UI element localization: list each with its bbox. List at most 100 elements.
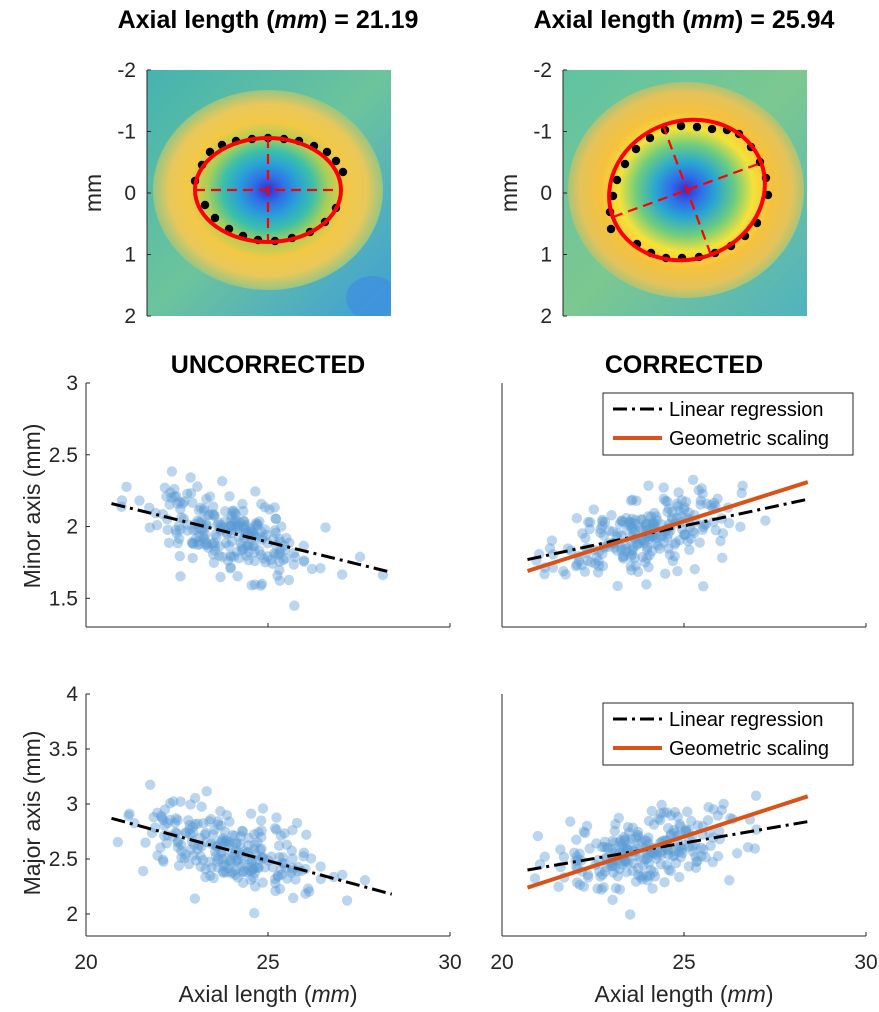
data-point — [643, 561, 654, 573]
data-point — [638, 854, 650, 865]
data-point — [238, 522, 249, 534]
data-point — [642, 875, 653, 886]
data-point — [220, 516, 231, 527]
data-point — [634, 522, 645, 534]
data-point — [677, 847, 688, 859]
data-point — [179, 853, 190, 864]
data-point — [298, 555, 310, 566]
legend-linear-label: Linear regression — [669, 709, 824, 731]
data-point — [221, 853, 232, 864]
data-point — [172, 498, 183, 509]
data-point — [669, 850, 680, 861]
data-point — [710, 525, 721, 536]
data-point — [671, 498, 683, 509]
data-point — [616, 542, 627, 553]
data-point — [661, 807, 673, 818]
data-point — [614, 863, 625, 875]
data-point — [255, 844, 266, 855]
scatter-major-uncorrected: 2 2.5 3 3.5 4 20 25 30 — [49, 683, 462, 974]
data-point — [675, 851, 687, 863]
data-point — [291, 817, 303, 829]
data-point — [217, 833, 229, 844]
data-point — [584, 523, 595, 535]
data-point — [583, 872, 594, 883]
data-point — [234, 517, 246, 528]
data-point — [161, 838, 172, 849]
data-point — [225, 550, 236, 561]
data-point — [182, 525, 193, 536]
data-point — [134, 495, 145, 506]
linear-regression-line — [111, 816, 393, 896]
data-point — [680, 496, 692, 507]
xtick-label: 20 — [490, 951, 513, 974]
data-point — [669, 539, 680, 550]
data-point — [626, 517, 638, 528]
data-point — [663, 864, 674, 875]
data-point — [571, 851, 583, 862]
data-point — [302, 883, 314, 894]
data-point — [224, 491, 235, 502]
data-point — [175, 796, 186, 807]
data-point — [237, 867, 248, 878]
data-point — [637, 870, 649, 881]
data-point — [647, 516, 658, 528]
data-point — [232, 520, 243, 532]
data-point — [212, 862, 224, 873]
data-point — [212, 819, 224, 830]
data-point — [188, 525, 199, 536]
data-point — [553, 881, 564, 892]
data-point — [159, 804, 171, 815]
data-point — [249, 547, 260, 558]
data-point — [218, 867, 229, 879]
data-point — [243, 555, 254, 566]
data-point — [578, 881, 590, 892]
data-point — [731, 848, 743, 859]
data-point — [231, 523, 242, 535]
data-point — [219, 837, 230, 848]
data-point — [290, 874, 301, 885]
data-point — [228, 505, 239, 516]
data-point — [619, 856, 631, 867]
data-point — [173, 520, 185, 531]
data-point — [230, 864, 242, 876]
data-point — [315, 861, 326, 872]
data-point — [195, 851, 206, 862]
data-point — [612, 870, 623, 882]
data-point — [244, 865, 255, 876]
data-point — [633, 831, 644, 842]
data-point — [579, 827, 591, 839]
data-point — [225, 514, 237, 526]
ytick-label: -2 — [117, 59, 136, 82]
data-point — [202, 539, 213, 550]
data-point — [204, 491, 216, 502]
data-point — [341, 895, 353, 906]
data-point — [243, 840, 254, 851]
data-point — [621, 843, 633, 854]
data-point — [646, 520, 657, 531]
data-point — [253, 862, 264, 873]
data-point — [718, 798, 729, 809]
data-point — [750, 790, 762, 801]
data-point — [610, 882, 622, 894]
data-point — [599, 841, 610, 853]
data-point — [596, 884, 607, 895]
data-point — [236, 861, 247, 872]
data-point — [289, 551, 301, 563]
data-point — [665, 830, 677, 841]
data-point — [185, 799, 196, 810]
data-point — [599, 836, 611, 848]
data-point — [674, 505, 685, 516]
data-point — [217, 866, 229, 877]
data-point — [275, 864, 287, 875]
data-point — [170, 813, 182, 824]
data-point — [250, 517, 262, 529]
data-point — [193, 536, 204, 547]
data-point — [659, 537, 670, 548]
data-point — [176, 839, 187, 851]
data-point — [628, 541, 639, 553]
data-point — [162, 524, 173, 536]
data-point — [288, 892, 299, 904]
data-point — [190, 533, 201, 545]
data-point — [256, 831, 267, 843]
data-point — [632, 826, 644, 838]
